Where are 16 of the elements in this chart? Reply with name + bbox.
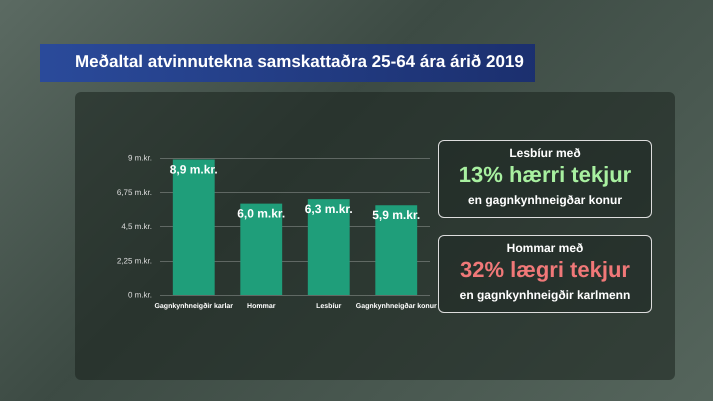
y-tick-label: 0 m.kr. <box>128 290 152 300</box>
data-label: 6,3 m.kr. <box>304 202 353 216</box>
text: 13% hærri tekjur <box>458 162 632 188</box>
data-label: 8,9 m.kr. <box>170 162 218 177</box>
text: 32% lægri tekjur <box>459 257 631 283</box>
y-tick-label: 4,5 m.kr. <box>121 222 152 231</box>
data-label: 6,0 m.kr. <box>237 206 286 221</box>
chart-title: Meðaltal atvinnutekna samskattaðra 25-64 ára árið 2019 <box>75 52 524 72</box>
data-label: 5,9 m.kr. <box>372 208 420 222</box>
text: Hommar með <box>506 241 584 255</box>
text: en gagnkynhneigðar konur <box>466 193 624 207</box>
text: en gagnkynhneigðir karlmenn <box>458 288 632 302</box>
y-tick-label: 9 m.kr. <box>128 154 152 162</box>
text: Lesbíur með <box>508 146 582 160</box>
y-tick-label: 6,75 m.kr. <box>116 188 152 197</box>
y-tick-label: 2,25 m.kr. <box>116 256 152 266</box>
